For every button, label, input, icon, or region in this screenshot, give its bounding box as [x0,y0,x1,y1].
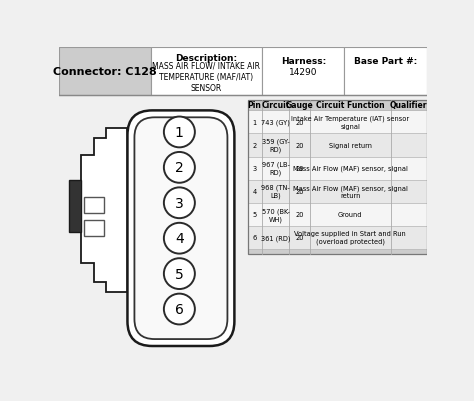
Text: 967 (LB-
RD): 967 (LB- RD) [262,162,290,176]
Text: 20: 20 [295,189,304,195]
Bar [59,48,427,96]
Bar [247,249,427,254]
Bar [247,203,427,226]
Circle shape [164,294,195,325]
Text: 2: 2 [175,161,184,175]
Text: 743 (GY): 743 (GY) [261,119,290,126]
Bar [69,180,81,233]
Text: 20: 20 [295,166,304,172]
Bar [59,48,151,96]
Text: 20: 20 [295,119,304,126]
Text: 570 (BK-
WH): 570 (BK- WH) [262,208,290,222]
Text: 3: 3 [253,166,256,172]
Bar [345,48,427,96]
Text: Intake Air Temperature (IAT) sensor
signal: Intake Air Temperature (IAT) sensor sign… [291,115,410,130]
Bar [247,157,427,180]
Circle shape [164,152,195,183]
Bar [247,226,427,249]
Circle shape [164,259,195,289]
Text: 1: 1 [175,126,184,140]
Text: MASS AIR FLOW/ INTAKE AIR
TEMPERATURE (MAF/IAT)
SENSOR: MASS AIR FLOW/ INTAKE AIR TEMPERATURE (M… [153,61,261,93]
Circle shape [164,117,195,148]
Text: Gauge: Gauge [286,101,313,110]
Text: 968 (TN-
LB): 968 (TN- LB) [261,184,290,199]
Text: 20: 20 [295,143,304,149]
Text: Circuit Function: Circuit Function [316,101,384,110]
Text: 20: 20 [295,235,304,241]
Text: 359 (GY-
RD): 359 (GY- RD) [262,138,289,153]
Text: Base Part #:: Base Part #: [354,57,417,66]
Bar [262,48,345,96]
Text: Harness:: Harness: [281,57,326,66]
Bar [247,111,427,134]
Text: 4: 4 [253,189,257,195]
Bar [84,221,104,236]
Text: 6: 6 [253,235,257,241]
Text: Circuit: Circuit [261,101,290,110]
Text: Mass Air Flow (MAF) sensor, signal: Mass Air Flow (MAF) sensor, signal [293,166,408,172]
FancyBboxPatch shape [135,118,228,339]
Text: Description:: Description: [175,54,237,63]
Text: 1: 1 [253,119,256,126]
Bar [247,180,427,203]
Text: Voltage supplied in Start and Run
(overload protected): Voltage supplied in Start and Run (overl… [294,231,406,245]
Text: Ground: Ground [338,212,363,218]
Circle shape [164,223,195,254]
Text: Pin: Pin [247,101,262,110]
Circle shape [164,188,195,219]
Text: Qualifier: Qualifier [390,101,428,110]
Text: 6: 6 [175,302,184,316]
FancyBboxPatch shape [128,111,235,346]
Polygon shape [71,129,128,292]
Text: 2: 2 [253,143,257,149]
Bar [151,48,262,96]
Text: 3: 3 [175,196,184,210]
Text: 14290: 14290 [289,68,318,77]
Text: Mass Air Flow (MAF) sensor, signal
return: Mass Air Flow (MAF) sensor, signal retur… [293,185,408,199]
Text: Connector: C128: Connector: C128 [53,67,157,77]
Bar [247,134,427,157]
Bar [84,198,104,213]
Text: 361 (RD): 361 (RD) [261,235,290,241]
Bar [247,100,427,111]
Bar [247,100,427,254]
Text: 5: 5 [253,212,257,218]
Text: 20: 20 [295,212,304,218]
Text: Signal return: Signal return [329,143,372,149]
Text: 4: 4 [175,232,184,245]
Text: 5: 5 [175,267,184,281]
